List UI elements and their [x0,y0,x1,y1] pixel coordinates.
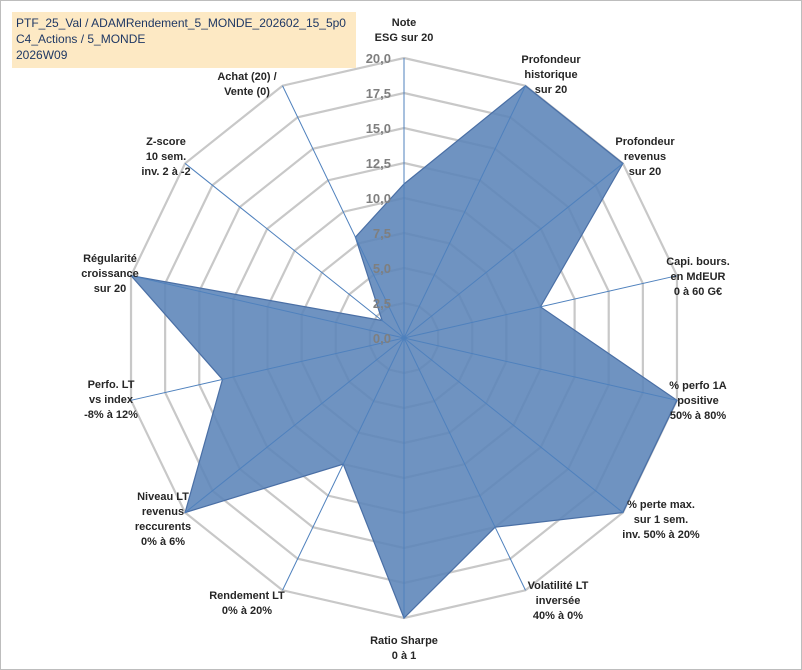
axis-spoke [403,337,624,513]
axis-label-line: % perfo 1A [669,380,727,392]
axis-label-line: 10 sem. [146,151,186,163]
axis-label-group: Z-score 10 sem. inv. 2 à -2 [141,136,190,178]
axis-label-line: Volatilité LT [528,580,589,592]
tick-label: 12,5 [366,156,391,171]
axis-label-group: % perte max. sur 1 sem. inv. 50% à 20% [622,499,700,541]
chart-title-line-1: PTF_25_Val / ADAMRendement_5_MONDE_20260… [16,16,346,30]
axis-label-line: Régularité [83,253,137,265]
axis-label-group: Profondeur historique sur 20 [521,54,581,96]
axis-label-line: % perte max. [627,499,695,511]
axis-label-line: Z-score [146,136,186,148]
axis-label-line: inv. 50% à 20% [622,529,700,541]
axis-spoke [403,337,526,591]
axis-label-line: positive [677,395,719,407]
tick-label: 20,0 [366,51,391,66]
axis-spoke [282,85,405,339]
axis-spoke [403,85,526,339]
axis-label-group: Profondeur revenus sur 20 [615,136,675,178]
axis-label-line: Ratio Sharpe [370,635,438,647]
radar-category-labels: Note ESG sur 20 Profondeur historique sur 20… [81,17,730,662]
axis-label-line: 40% à 0% [533,610,583,622]
axis-label-group: Capi. bours. en MdEUR 0 à 60 G€ [666,256,730,298]
axis-label-line: Note [392,17,416,29]
axis-label-line: 50% à 80% [670,410,726,422]
axis-label-line: Capi. bours. [666,256,730,268]
radar-axes [130,58,678,618]
axis-label-line: inv. 2 à -2 [141,166,190,178]
axis-label-group: Niveau LT revenus reccurents 0% à 6% [135,491,191,548]
axis-label-line: inversée [536,595,581,607]
tick-label: 17,5 [366,86,391,101]
axis-label-line: revenus [142,506,184,518]
axis-spoke [130,337,405,401]
axis-label-group: Ratio Sharpe 0 à 1 [370,635,438,662]
axis-spoke [282,337,405,591]
axis-label-line: en MdEUR [671,271,726,283]
axis-label-line: sur 20 [629,166,661,178]
chart-title-line-3: 2026W09 [16,48,68,62]
axis-spoke [184,163,405,339]
tick-label: 15,0 [366,121,391,136]
axis-label-group: Rendement LT 0% à 20% [209,590,285,617]
axis-label-group: Régularité croissance sur 20 [81,253,138,295]
axis-label-group: Note ESG sur 20 [375,17,434,44]
axis-label-line: 0% à 6% [141,536,185,548]
chart-title-box: PTF_25_Val / ADAMRendement_5_MONDE_20260… [12,12,356,68]
axis-label-line: croissance [81,268,138,280]
axis-label-line: reccurents [135,521,191,533]
axis-label-line: Rendement LT [209,590,285,602]
axis-label-group: Perfo. LT vs index -8% à 12% [84,379,138,421]
axis-label-line: Vente (0) [224,86,270,98]
axis-label-line: Profondeur [615,136,675,148]
axis-label-line: sur 20 [94,283,126,295]
tick-label: 0,0 [373,331,391,346]
axis-label-group: Volatilité LT inversée 40% à 0% [528,580,589,622]
axis-spoke [184,337,405,513]
axis-label-line: 0% à 20% [222,605,272,617]
axis-label-line: ESG sur 20 [375,32,434,44]
tick-label: 7,5 [373,226,391,241]
axis-label-line: sur 20 [535,84,567,96]
axis-spoke [403,163,624,339]
axis-label-line: Profondeur [521,54,581,66]
axis-label-line: Achat (20) / [217,71,276,83]
tick-label: 2,5 [373,296,391,311]
axis-spoke [403,275,678,339]
tick-label: 5,0 [373,261,391,276]
axis-label-line: vs index [89,394,134,406]
axis-label-line: historique [524,69,577,81]
axis-label-line: sur 1 sem. [634,514,688,526]
axis-label-line: Perfo. LT [88,379,135,391]
axis-label-line: -8% à 12% [84,409,138,421]
chart-title-line-2: C4_Actions / 5_MONDE [16,32,146,46]
axis-spoke [130,275,405,339]
radar-tick-labels: 0,0 2,5 5,0 7,5 10,0 12,5 15,0 17,5 20,0 [366,51,391,346]
axis-label-line: Niveau LT [137,491,189,503]
axis-spoke [403,337,678,401]
tick-label: 10,0 [366,191,391,206]
axis-label-line: 0 à 1 [392,650,416,662]
axis-label-group: % perfo 1A positive 50% à 80% [669,380,727,422]
axis-label-line: 0 à 60 G€ [674,286,722,298]
axis-label-line: revenus [624,151,666,163]
